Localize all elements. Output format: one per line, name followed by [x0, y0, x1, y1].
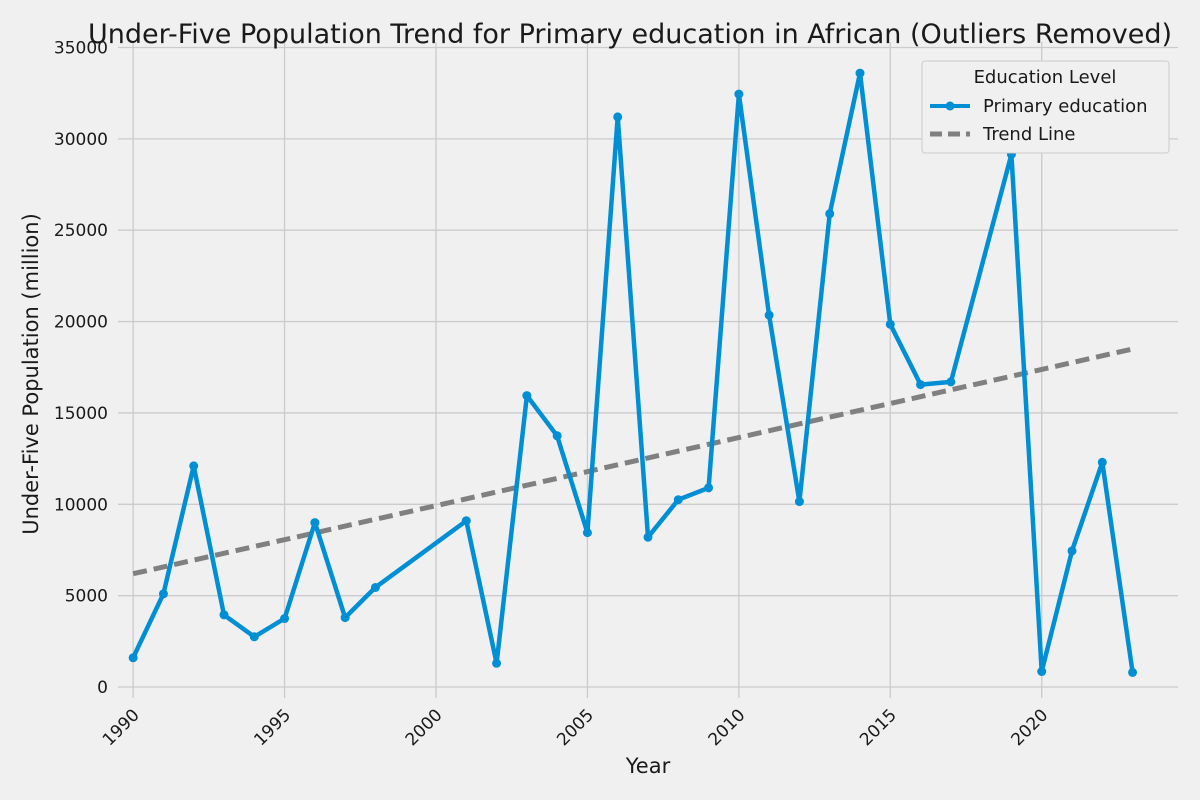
data-point — [916, 380, 926, 390]
data-point — [946, 377, 956, 387]
data-point — [249, 632, 259, 642]
data-point — [1097, 457, 1107, 467]
data-point — [794, 497, 804, 507]
y-tick-label: 15000 — [54, 404, 108, 424]
trend-line — [132, 346, 1134, 577]
data-point — [582, 528, 592, 538]
legend-label-trend: Trend Line — [982, 124, 1076, 145]
y-axis-label: Under-Five Population (million) — [19, 213, 43, 535]
data-point — [885, 319, 895, 329]
data-point — [461, 516, 471, 526]
data-point — [280, 614, 290, 624]
y-tick-label: 10000 — [54, 495, 108, 515]
y-tick-label: 5000 — [65, 587, 108, 607]
data-point — [825, 209, 835, 219]
data-point — [158, 589, 168, 599]
chart-title: Under-Five Population Trend for Primary … — [88, 19, 1172, 50]
data-point — [734, 89, 744, 99]
data-point — [128, 653, 138, 663]
data-point — [613, 112, 623, 122]
data-point — [673, 495, 683, 505]
legend-label-primary: Primary education — [983, 96, 1148, 117]
y-axis-ticks: 0 5000 10000 15000 20000 25000 30000 35000 — [54, 38, 108, 698]
legend-box — [921, 60, 1170, 154]
data-point — [189, 461, 199, 471]
trend-line-path — [132, 346, 1134, 577]
data-point — [552, 431, 562, 441]
data-point — [492, 658, 502, 668]
data-point — [522, 391, 532, 401]
data-point — [340, 613, 350, 623]
y-tick-label: 25000 — [54, 221, 108, 241]
data-point — [370, 582, 380, 592]
data-point — [1037, 667, 1047, 677]
data-point — [1128, 667, 1138, 677]
data-point — [219, 610, 229, 620]
y-tick-label: 30000 — [54, 130, 108, 150]
y-tick-label: 20000 — [54, 313, 108, 333]
data-point — [764, 310, 774, 320]
x-axis-label: Year — [625, 754, 671, 778]
data-point — [1067, 546, 1077, 556]
data-point — [310, 518, 320, 528]
primary-education-series — [128, 68, 1138, 677]
legend-title: Education Level — [974, 67, 1117, 88]
legend-marker-primary — [945, 101, 955, 111]
data-point — [704, 483, 714, 493]
legend: Education Level Primary education Trend … — [921, 60, 1170, 154]
data-point — [643, 532, 653, 542]
y-tick-label: 35000 — [54, 38, 108, 58]
y-tick-label: 0 — [97, 678, 108, 698]
data-point — [855, 68, 865, 78]
